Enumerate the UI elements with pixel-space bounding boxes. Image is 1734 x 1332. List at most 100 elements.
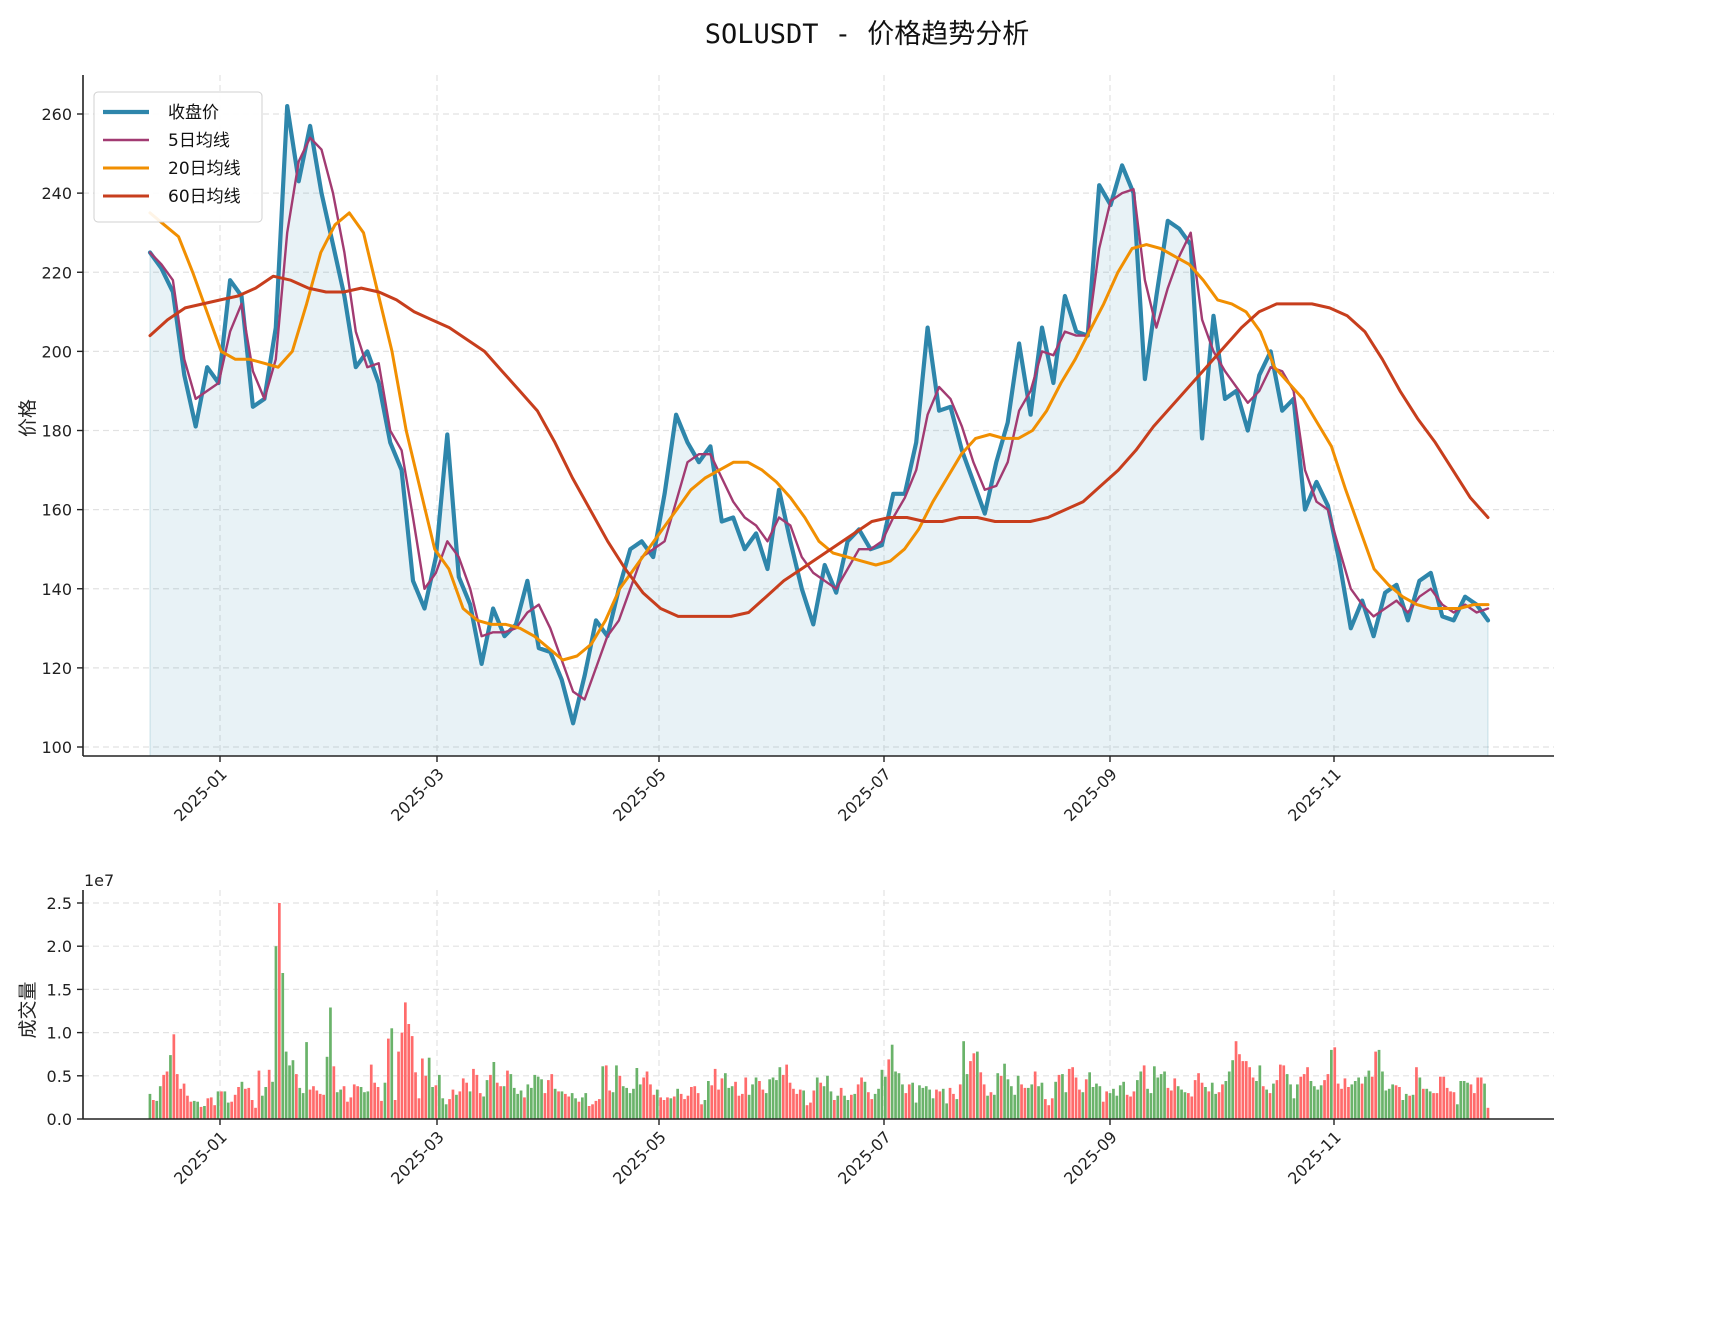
volume-y-label: 成交量: [17, 981, 39, 1038]
volume-bar: [778, 1067, 782, 1119]
series-line-2: [148, 211, 1490, 662]
volume-bar: [1057, 1074, 1061, 1119]
volume-bar: [945, 1103, 948, 1119]
volume-bar: [741, 1093, 744, 1119]
volume-bar: [747, 1094, 751, 1119]
volume-x-tick-label: 2025-07: [834, 1127, 895, 1188]
volume-bar: [941, 1088, 945, 1119]
volume-bar: [182, 1083, 186, 1119]
volume-bar: [822, 1086, 826, 1119]
volume-bar: [1020, 1084, 1023, 1119]
legend-item-label: 收盘价: [168, 103, 219, 123]
volume-bar: [564, 1093, 567, 1119]
volume-bar: [737, 1095, 741, 1119]
volume-bar: [1044, 1099, 1047, 1119]
price-y-tick-label: 220: [41, 263, 72, 282]
volume-bar: [894, 1071, 897, 1119]
volume-bar: [1306, 1067, 1309, 1119]
volume-bar: [455, 1094, 458, 1119]
volume-bar: [1170, 1090, 1173, 1119]
chart-title: SOLUSDT - 价格趋势分析: [704, 19, 1030, 50]
price-x-tick-label: 2025-07: [834, 764, 895, 825]
volume-bar: [213, 1105, 216, 1119]
volume-bar: [1404, 1093, 1408, 1119]
volume-bar: [710, 1085, 714, 1119]
volume-bar: [812, 1090, 816, 1119]
volume-bar: [254, 1107, 257, 1119]
volume-bar: [1343, 1078, 1347, 1119]
volume-bar: [649, 1084, 652, 1119]
volume-bar: [1483, 1083, 1486, 1119]
volume-bar: [1316, 1089, 1320, 1119]
volume-bar: [516, 1093, 519, 1119]
volume-bar: [271, 1081, 274, 1119]
volume-bar: [1112, 1088, 1115, 1119]
volume-bar: [863, 1081, 867, 1119]
volume-bar: [958, 1084, 962, 1119]
volume-bar: [938, 1091, 942, 1119]
volume-bar: [1367, 1070, 1371, 1119]
volume-bar: [278, 903, 281, 1119]
volume-bar: [1224, 1081, 1228, 1119]
volume-bar: [1398, 1087, 1401, 1119]
volume-bar: [1125, 1094, 1129, 1119]
volume-bar: [781, 1074, 785, 1119]
volume-bar: [172, 1034, 176, 1119]
volume-bar: [1357, 1077, 1360, 1119]
volume-bar: [969, 1061, 972, 1119]
volume-bar: [829, 1091, 833, 1119]
volume-bar: [1340, 1088, 1343, 1119]
volume-bar: [1418, 1077, 1422, 1119]
volume-bar: [833, 1100, 836, 1119]
volume-bar: [1054, 1081, 1057, 1119]
volume-bar: [856, 1084, 860, 1119]
volume-bar: [264, 1087, 268, 1119]
volume-bar: [363, 1092, 366, 1119]
volume-bar: [295, 1074, 298, 1119]
volume-bar: [192, 1100, 196, 1119]
volume-bar: [836, 1095, 840, 1119]
volume-x-tick-label: 2025-01: [170, 1127, 231, 1188]
volume-bar: [458, 1091, 462, 1119]
volume-bar: [359, 1087, 363, 1119]
volume-bar: [897, 1073, 901, 1119]
volume-bar: [335, 1092, 339, 1119]
volume-bar: [1016, 1075, 1020, 1119]
volume-bar: [1432, 1093, 1435, 1119]
volume-bar: [346, 1101, 349, 1119]
volume-bar: [1040, 1082, 1044, 1119]
volume-bar: [165, 1071, 169, 1119]
volume-bar: [1439, 1076, 1442, 1119]
volume-bar: [1136, 1080, 1139, 1119]
volume-bar: [867, 1092, 870, 1119]
volume-bar: [1272, 1083, 1275, 1119]
volume-bar: [1095, 1083, 1098, 1119]
volume-bar: [911, 1082, 914, 1119]
price-y-ticks: 100 120 140 160 180 200 220 240 260: [41, 105, 83, 757]
volume-bar: [1132, 1091, 1136, 1119]
volume-bar: [485, 1080, 489, 1119]
volume-bar: [873, 1093, 877, 1119]
volume-bar: [632, 1088, 635, 1119]
volume-bar: [250, 1100, 254, 1119]
volume-bar: [468, 1091, 472, 1119]
volume-bar: [948, 1087, 952, 1119]
volume-bar: [625, 1087, 628, 1119]
volume-bar: [1163, 1071, 1166, 1119]
volume-bar: [1197, 1073, 1200, 1119]
volume-bar: [233, 1094, 237, 1119]
volume-bar: [877, 1088, 880, 1119]
volume-bar: [530, 1087, 533, 1119]
volume-bar: [519, 1090, 523, 1119]
volume-bar: [884, 1076, 887, 1119]
volume-bar: [839, 1087, 843, 1119]
volume-bar: [373, 1082, 376, 1119]
volume-bar: [621, 1086, 625, 1119]
volume-y-tick-label: 2.5: [47, 894, 72, 913]
volume-bar: [1279, 1064, 1282, 1119]
legend-item-label: 60日均线: [168, 187, 241, 207]
volume-bar: [707, 1081, 710, 1119]
volume-bar: [1118, 1085, 1122, 1119]
volume-bar: [1384, 1090, 1388, 1119]
volume-bar: [1268, 1093, 1272, 1119]
